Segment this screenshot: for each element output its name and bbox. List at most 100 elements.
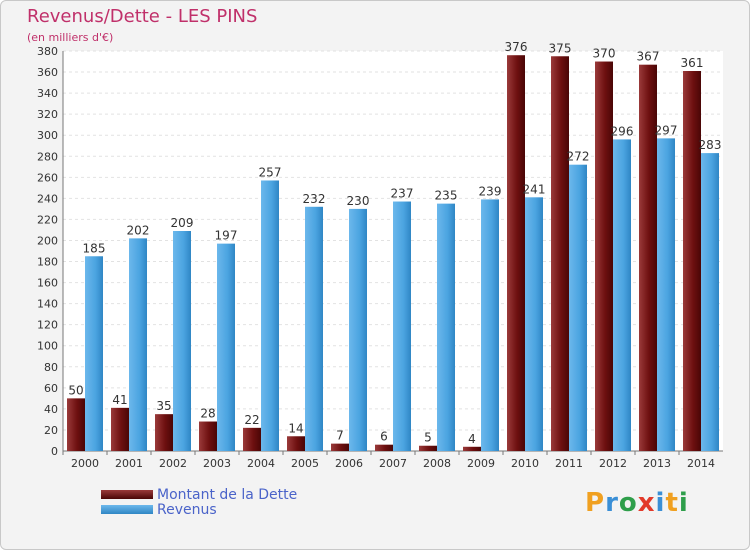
x-tick-label: 2005 (291, 457, 319, 470)
bar-revenus (393, 201, 411, 451)
x-tick-label: 2009 (467, 457, 495, 470)
data-label: 202 (127, 223, 150, 237)
data-label: 239 (479, 184, 502, 198)
bar-dette (243, 427, 261, 451)
x-tick-label: 2011 (555, 457, 583, 470)
logo-letter: t (665, 488, 679, 518)
bar-revenus (569, 164, 587, 451)
y-tick-label: 100 (37, 340, 58, 353)
y-tick-label: 260 (37, 171, 58, 184)
logo-letter: i (678, 488, 689, 518)
data-label: 367 (637, 50, 660, 64)
data-label: 375 (549, 41, 572, 55)
data-label: 361 (681, 56, 704, 70)
logo-letter: o (618, 488, 638, 518)
x-tick-label: 2003 (203, 457, 231, 470)
bar-revenus (173, 231, 191, 451)
x-tick-label: 2006 (335, 457, 363, 470)
bar-dette (683, 71, 701, 451)
x-tick-label: 2001 (115, 457, 143, 470)
chart-title: Revenus/Dette - LES PINS (27, 6, 258, 27)
bar-dette (375, 444, 393, 451)
data-label: 297 (655, 123, 678, 137)
bar-revenus (613, 139, 631, 451)
data-label: 7 (336, 429, 344, 443)
bar-dette (639, 64, 657, 452)
x-tick-label: 2002 (159, 457, 187, 470)
data-label: 230 (347, 194, 370, 208)
y-tick-label: 0 (51, 445, 58, 458)
bar-dette (111, 407, 129, 451)
bar-dette (287, 436, 305, 451)
data-label: 376 (505, 40, 528, 54)
y-tick-label: 360 (37, 66, 58, 79)
bar-revenus (481, 199, 499, 451)
y-tick-label: 340 (37, 87, 58, 100)
bar-dette (199, 421, 217, 451)
x-tick-label: 2004 (247, 457, 275, 470)
proxiti-logo: Proxiti (585, 488, 689, 518)
y-tick-label: 220 (37, 213, 58, 226)
data-label: 232 (303, 192, 326, 206)
logo-letter: r (605, 488, 619, 518)
data-label: 185 (83, 241, 106, 255)
y-tick-label: 60 (44, 382, 58, 395)
data-label: 5 (424, 431, 432, 445)
data-label: 22 (244, 413, 259, 427)
bars (67, 55, 719, 452)
y-tick-label: 280 (37, 150, 58, 163)
data-label: 50 (68, 383, 83, 397)
y-tick-label: 160 (37, 277, 58, 290)
legend-label-dette: Montant de la Dette (157, 486, 298, 503)
data-label: 28 (200, 407, 215, 421)
logo-letter: P (585, 488, 606, 518)
bar-revenus (525, 197, 543, 451)
data-label: 296 (611, 124, 634, 138)
data-label: 209 (171, 216, 194, 230)
y-tick-label: 120 (37, 319, 58, 332)
data-label: 272 (567, 150, 590, 164)
bar-revenus (657, 138, 675, 452)
data-label: 235 (435, 189, 458, 203)
bar-dette (155, 414, 173, 451)
y-tick-label: 180 (37, 256, 58, 269)
bar-revenus (129, 238, 147, 451)
legend-item-revenus: Revenus (101, 501, 297, 518)
data-label: 197 (215, 229, 238, 243)
y-tick-label: 80 (44, 361, 58, 374)
y-axis-ticks: 0 20 40 60 80 100 120 140 160 180 200 220 240 260 280 3… (37, 45, 58, 458)
data-label: 4 (468, 432, 476, 446)
legend-swatch-dette (101, 490, 153, 499)
legend-item-dette: Montant de la Dette (101, 486, 298, 503)
bar-revenus (349, 208, 367, 451)
bar-revenus (261, 180, 279, 451)
bar-dette (595, 61, 613, 452)
data-label: 283 (699, 138, 722, 152)
data-label: 14 (288, 421, 303, 435)
bar-dette (463, 446, 481, 451)
legend-label-revenus: Revenus (157, 501, 217, 518)
data-label: 6 (380, 430, 388, 444)
y-tick-label: 140 (37, 298, 58, 311)
x-tick-label: 2013 (643, 457, 671, 470)
bar-revenus (217, 243, 235, 451)
y-tick-label: 320 (37, 108, 58, 121)
y-tick-label: 300 (37, 129, 58, 142)
data-labels: 50 185 41 202 35 209 28 197 22 257 14 232 7 230 6 237 5 2… (68, 40, 721, 446)
bar-dette (331, 443, 349, 451)
y-tick-label: 380 (37, 45, 58, 58)
x-tick-label: 2000 (71, 457, 99, 470)
legend: Montant de la Dette Revenus (101, 486, 298, 518)
data-label: 237 (391, 187, 414, 201)
x-tick-label: 2007 (379, 457, 407, 470)
data-label: 35 (156, 399, 171, 413)
bar-dette (419, 445, 437, 451)
data-label: 41 (112, 393, 127, 407)
chart-subtitle: (en milliers d'€) (27, 31, 114, 44)
data-label: 370 (593, 47, 616, 61)
logo-letter: i (655, 488, 666, 518)
y-tick-label: 20 (44, 424, 58, 437)
x-tick-label: 2014 (687, 457, 715, 470)
logo-letter: x (637, 488, 656, 518)
